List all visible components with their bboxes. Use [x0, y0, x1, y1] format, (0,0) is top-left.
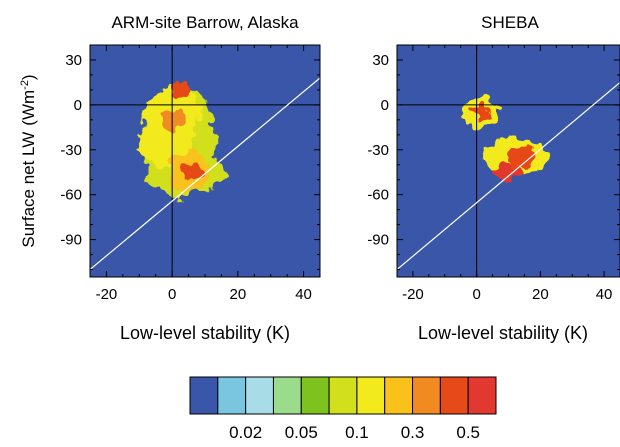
colorbar-swatch-3: [272, 376, 302, 415]
reference-lines: [90, 45, 320, 277]
x-tick-label: -20: [402, 286, 424, 303]
y-tick-label: 0: [381, 97, 389, 114]
colorbar-swatch-0: [189, 376, 219, 415]
diagonal-fit-line: [90, 77, 320, 270]
colorbar: 0.02 0.05 0.1 0.3 0.5: [189, 376, 497, 442]
x-axis-label: Low-level stability (K): [418, 323, 588, 343]
density-contour-7: [182, 163, 202, 182]
panel-sheba: -20 0 20 40 30 0 -30 -60 -90 SHEBA Low-level sta…: [367, 13, 620, 343]
density-contour-4: [489, 164, 522, 180]
density-contour-2: [470, 104, 490, 120]
colorbar-label: 0.05: [285, 423, 318, 442]
density-field: [460, 97, 547, 180]
colorbar-swatch-2: [245, 376, 274, 415]
colorbar-swatch-7: [384, 376, 414, 415]
density-contour-3: [505, 146, 538, 168]
x-tick-label: 20: [532, 286, 549, 303]
y-tick-label: -30: [367, 142, 389, 159]
x-tick-label: 40: [295, 286, 312, 303]
colorbar-swatch-4: [300, 376, 330, 415]
colorbar-swatch-1: [217, 376, 247, 415]
y-tick-label: -60: [60, 187, 82, 204]
x-tick-label: -20: [96, 286, 118, 303]
x-tick-label: 40: [596, 286, 613, 303]
y-tick-label: -30: [60, 142, 82, 159]
y-tick-label: 30: [65, 52, 82, 69]
y-tick-label: 0: [74, 97, 82, 114]
diagonal-fit-line: [397, 81, 620, 270]
x-tick-label: 20: [230, 286, 247, 303]
y-tick-label: -90: [367, 232, 389, 249]
colorbar-label: 0.5: [456, 423, 480, 442]
x-tick-label: 0: [168, 286, 176, 303]
colorbar-swatch-9: [439, 376, 469, 415]
y-tick-label: 30: [372, 52, 389, 69]
colorbar-label: 0.3: [401, 423, 425, 442]
x-axis-label: Low-level stability (K): [120, 323, 290, 343]
y-tick-label: -90: [60, 232, 82, 249]
chart-title: SHEBA: [481, 13, 539, 32]
axis-ticks: -20 0 20 40 30 0 -30 -60 -90: [60, 44, 321, 303]
y-axis-label: Surface net LW(Wm-2): [19, 74, 38, 247]
panel-barrow: -20 0 20 40 30 0 -30 -60 -90 ARM-site Barrow, Al…: [19, 13, 321, 343]
colorbar-swatch-5: [328, 376, 358, 415]
reference-lines: [397, 45, 620, 277]
colorbar-swatch-8: [412, 376, 441, 415]
x-tick-label: 0: [472, 286, 480, 303]
chart-title: ARM-site Barrow, Alaska: [111, 13, 299, 32]
colorbar-label: 0.02: [229, 423, 262, 442]
colorbar-swatch-6: [356, 376, 386, 415]
density-contour-5: [172, 80, 192, 99]
y-tick-label: -60: [367, 187, 389, 204]
colorbar-swatch-10: [467, 376, 497, 415]
density-field: [136, 80, 225, 200]
colorbar-label: 0.1: [345, 423, 369, 442]
